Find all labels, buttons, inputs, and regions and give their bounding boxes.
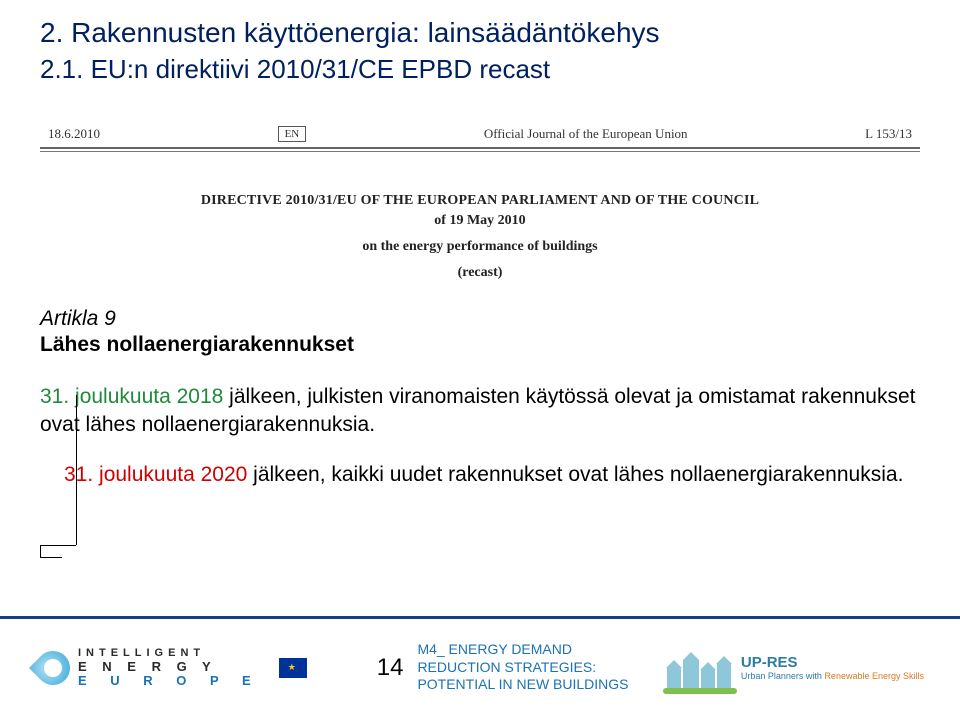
directive-date: of 19 May 2010 xyxy=(40,213,920,229)
page-number: 14 xyxy=(377,654,404,682)
slide-footer: INTELLIGENT E N E R G Y E U R O P E 14 M… xyxy=(0,616,960,716)
module-line3: POTENTIAL IN NEW BUILDINGS xyxy=(417,676,628,694)
upres-tag-b: Renewable Energy Skills xyxy=(824,671,924,681)
slide-title-line1: 2. Rakennusten käyttöenergia: lainsäädän… xyxy=(40,16,920,50)
article-title: Lähes nollaenergiarakennukset xyxy=(40,333,920,357)
intelligent-energy-europe-logo: INTELLIGENT E N E R G Y E U R O P E xyxy=(36,648,307,687)
connector-vertical-short xyxy=(40,545,41,557)
date-2020: 31. joulukuuta 2020 xyxy=(64,463,247,486)
directive-recast: (recast) xyxy=(40,265,920,281)
journal-ref: L 153/13 xyxy=(865,126,912,142)
upres-tag-a: Urban Planners with xyxy=(741,671,825,681)
connector-vertical-top xyxy=(76,395,77,545)
date-2018: 31. joulukuuta 2018 xyxy=(40,385,223,408)
journal-rule-top xyxy=(40,147,920,149)
houses-icon xyxy=(667,646,733,690)
upres-tagline: Urban Planners with Renewable Energy Ski… xyxy=(741,671,924,681)
journal-header: 18.6.2010 EN Official Journal of the Eur… xyxy=(40,121,920,169)
journal-language-box: EN xyxy=(278,126,307,142)
paragraphs: 31. joulukuuta 2018 jälkeen, julkisten v… xyxy=(40,383,920,490)
eu-flag-icon xyxy=(279,658,307,678)
module-line1: M4_ ENERGY DEMAND xyxy=(417,641,628,659)
connector-horizontal xyxy=(40,545,76,546)
directive-title: DIRECTIVE 2010/31/EU OF THE EUROPEAN PAR… xyxy=(40,193,920,209)
journal-date: 18.6.2010 xyxy=(48,126,100,142)
paragraph-2020: 31. joulukuuta 2020 jälkeen, kaikki uude… xyxy=(64,461,920,489)
ie-text-line3: E U R O P E xyxy=(78,674,261,687)
module-line2: REDUCTION STRATEGIES: xyxy=(417,659,628,677)
journal-rule-bottom xyxy=(40,151,920,152)
ie-text-line1: INTELLIGENT xyxy=(78,648,261,659)
paragraph-2018: 31. joulukuuta 2018 jälkeen, julkisten v… xyxy=(40,383,920,440)
journal-name: Official Journal of the European Union xyxy=(484,126,688,142)
para2-text: jälkeen, kaikki uudet rakennukset ovat l… xyxy=(247,463,903,486)
ie-text-line2: E N E R G Y xyxy=(78,660,261,673)
bulb-icon xyxy=(36,651,70,685)
directive-block: DIRECTIVE 2010/31/EU OF THE EUROPEAN PAR… xyxy=(40,193,920,281)
article-block: Artikla 9 Lähes nollaenergiarakennukset xyxy=(40,307,920,357)
slide-title-line2: 2.1. EU:n direktiivi 2010/31/CE EPBD rec… xyxy=(40,54,920,85)
article-number: Artikla 9 xyxy=(40,307,920,331)
upres-brand: UP-RES xyxy=(741,654,924,671)
module-text: M4_ ENERGY DEMAND REDUCTION STRATEGIES: … xyxy=(417,641,628,694)
footer-center: 14 M4_ ENERGY DEMAND REDUCTION STRATEGIE… xyxy=(377,641,629,694)
up-res-logo: UP-RES Urban Planners with Renewable Ene… xyxy=(667,646,924,690)
directive-subject: on the energy performance of buildings xyxy=(40,239,920,255)
connector-horizontal-bottom xyxy=(40,557,62,558)
